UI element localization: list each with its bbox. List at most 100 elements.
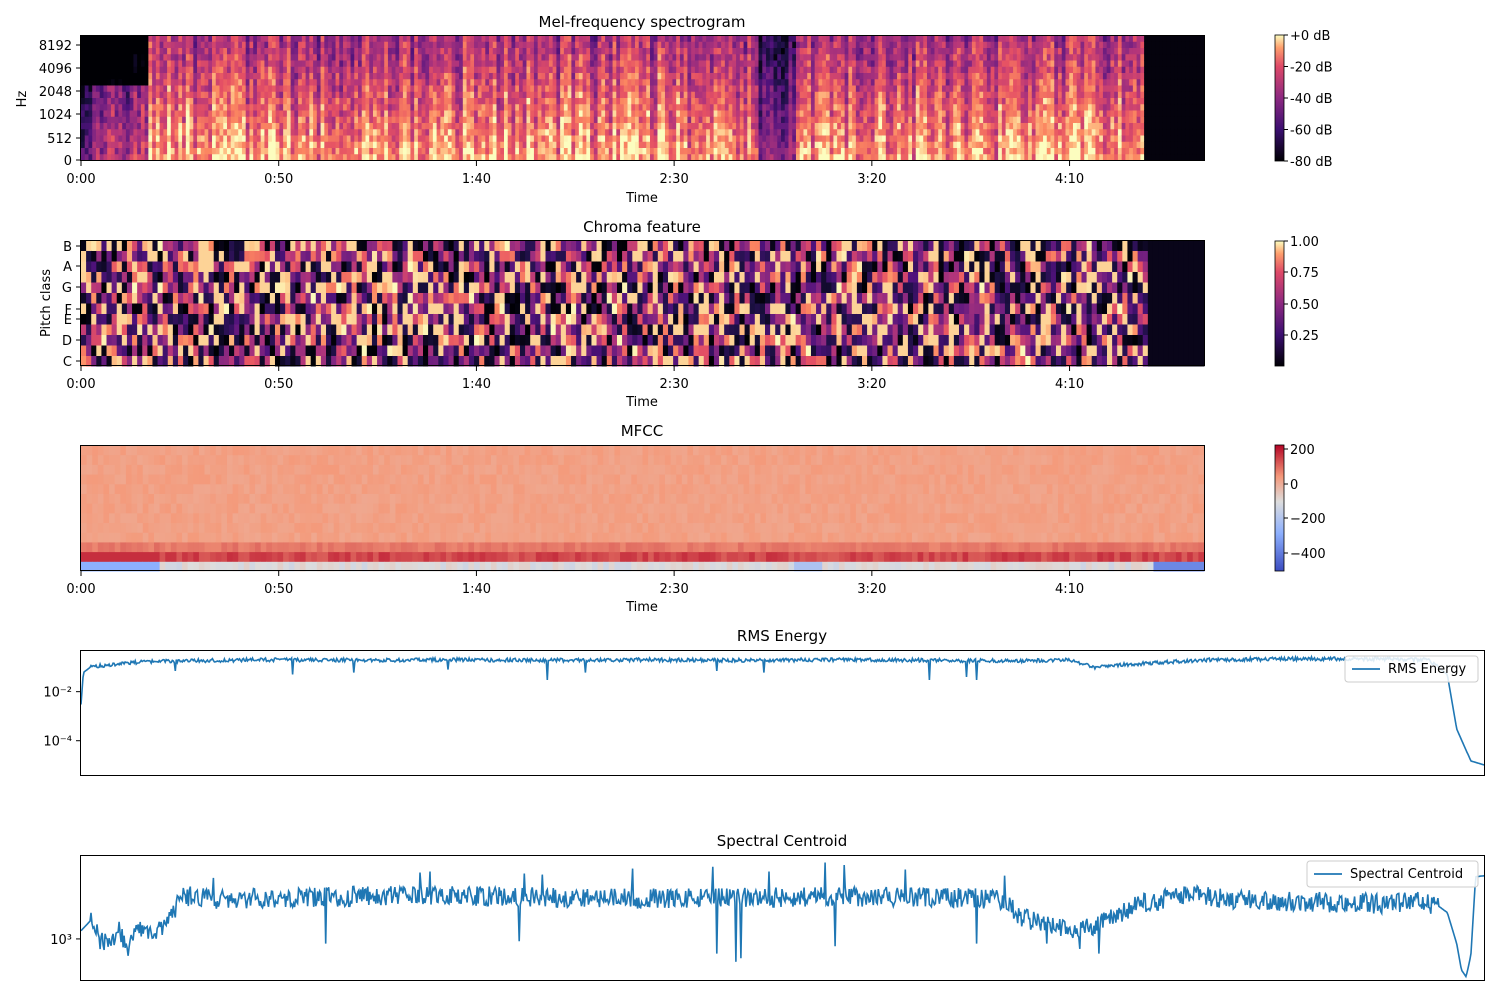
mel-cell	[882, 128, 887, 136]
mel-cell	[941, 72, 947, 80]
mel-cell	[971, 116, 977, 123]
mel-cell	[601, 122, 606, 130]
mel-cell	[908, 128, 913, 136]
mel-cell	[193, 41, 198, 48]
mel-cell	[545, 135, 550, 142]
mel-cell	[324, 47, 329, 55]
mel-cell	[1009, 53, 1014, 61]
mel-cell	[215, 116, 220, 123]
mel-cell	[870, 53, 876, 61]
mel-cell	[668, 35, 673, 42]
mel-cell	[182, 53, 187, 61]
mel-cell	[324, 35, 329, 42]
mel-cell	[226, 122, 232, 130]
mel-cell	[672, 53, 677, 61]
mel-cell	[956, 41, 962, 48]
mel-cell	[268, 66, 273, 73]
mel-cell	[679, 66, 685, 73]
mel-cell	[107, 47, 112, 55]
mel-cell	[432, 35, 438, 42]
mel-cell	[571, 147, 576, 155]
mel-cell	[863, 135, 868, 142]
mel-cell	[859, 60, 864, 67]
mel-cell	[567, 91, 572, 98]
mel-cell	[863, 103, 868, 111]
mel-cell	[889, 122, 894, 130]
mel-cell	[590, 35, 595, 42]
mel-cell	[934, 53, 939, 61]
mel-cell	[795, 53, 801, 61]
mel-cell	[294, 110, 299, 117]
mel-cell	[683, 47, 688, 55]
mel-cell	[781, 41, 786, 48]
mel-cell	[713, 66, 718, 73]
mel-cell	[623, 122, 629, 130]
mel-cell	[320, 78, 325, 86]
mel-cell	[983, 153, 988, 161]
mel-cell	[118, 128, 123, 136]
mel-cell	[511, 153, 516, 161]
mel-cell	[556, 103, 561, 111]
mel-cell	[223, 35, 228, 42]
mel-cell	[758, 66, 763, 73]
mel-cell	[882, 122, 887, 130]
mel-cell	[676, 116, 681, 123]
mel-cell	[795, 66, 801, 73]
mel-cell	[870, 35, 876, 42]
mel-cell	[897, 66, 902, 73]
mel-cell	[129, 91, 134, 98]
mel-cell	[174, 47, 179, 55]
mel-cell	[754, 116, 760, 123]
mel-cell	[889, 135, 894, 142]
mel-cell	[964, 91, 969, 98]
mel-cell	[358, 85, 363, 92]
mel-cell	[518, 103, 524, 111]
mel-cell	[185, 72, 191, 80]
mel-cell	[548, 85, 554, 92]
mel-cell	[238, 97, 243, 105]
mel-cell	[874, 122, 879, 130]
mel-cell	[1013, 116, 1018, 123]
mel-cell	[638, 85, 643, 92]
mel-cell	[402, 85, 408, 92]
mel-cell	[994, 116, 999, 123]
mel-cell	[605, 128, 610, 136]
mel-cell	[912, 91, 917, 98]
mel-cell	[683, 147, 688, 155]
mel-cell	[545, 60, 550, 67]
mel-cell	[511, 53, 516, 61]
mel-cell	[182, 97, 187, 105]
mel-cell	[387, 147, 393, 155]
mel-cell	[410, 116, 415, 123]
mel-cell	[395, 78, 400, 86]
mel-cell	[316, 97, 322, 105]
mel-cell	[1005, 60, 1010, 67]
mel-cell	[814, 141, 819, 148]
mel-cell	[739, 78, 745, 86]
mel-cell	[897, 91, 902, 98]
mel-cell	[298, 147, 303, 155]
mel-cell	[964, 97, 969, 105]
mel-cell	[608, 66, 614, 73]
mel-cell	[848, 97, 853, 105]
mel-cell	[167, 91, 172, 98]
mel-cell	[384, 128, 389, 136]
mel-cell	[249, 110, 254, 117]
mel-cell	[586, 41, 591, 48]
mel-cell	[507, 35, 512, 42]
mel-cell	[238, 153, 243, 161]
mel-cell	[608, 141, 614, 148]
mel-cell	[874, 116, 879, 123]
mel-cell	[372, 66, 378, 73]
mel-cell	[118, 103, 123, 111]
mel-cell	[234, 60, 239, 67]
mel-cell	[286, 128, 292, 136]
mel-cell	[732, 85, 737, 92]
mel-cell	[451, 116, 456, 123]
mel-cell	[537, 85, 542, 92]
mel-cell	[754, 60, 760, 67]
mel-cell	[174, 135, 179, 142]
mel-cell	[436, 53, 441, 61]
mel-cell	[155, 116, 161, 123]
mel-cell	[447, 135, 453, 142]
